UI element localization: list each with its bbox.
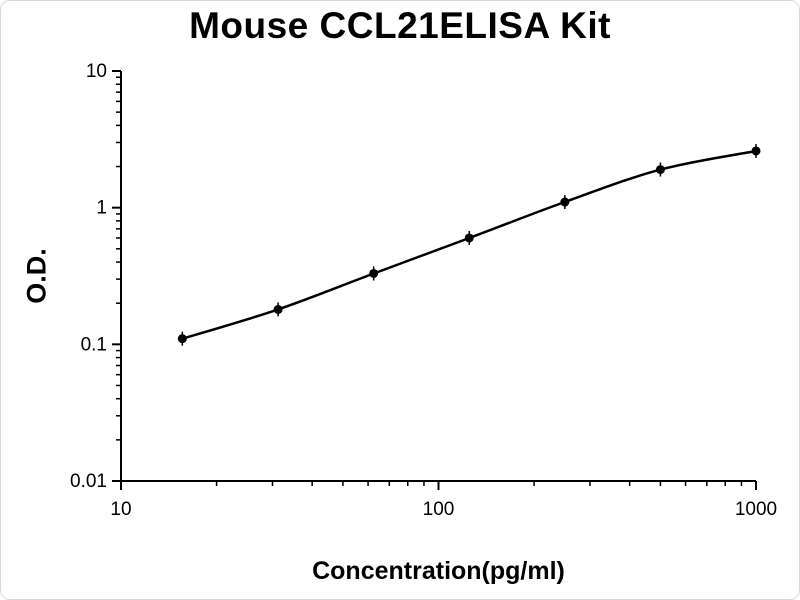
data-point-marker — [655, 165, 665, 175]
chart-title: Mouse CCL21ELISA Kit — [189, 5, 611, 46]
data-point-marker — [273, 304, 283, 314]
x-axis-label: Concentration(pg/ml) — [312, 557, 565, 585]
data-point-marker — [177, 334, 187, 344]
y-tick-label: 0.1 — [81, 334, 107, 355]
data-point-marker — [464, 233, 474, 243]
y-tick-label: 10 — [86, 61, 107, 82]
x-tick-label: 100 — [423, 499, 455, 520]
data-point-marker — [751, 146, 761, 156]
x-tick-label: 1000 — [735, 499, 777, 520]
x-tick-label: 10 — [110, 499, 131, 520]
data-point-marker — [369, 268, 379, 278]
y-tick-label: 0.01 — [70, 471, 107, 492]
data-point-marker — [560, 197, 570, 207]
y-tick-label: 1 — [96, 198, 107, 219]
